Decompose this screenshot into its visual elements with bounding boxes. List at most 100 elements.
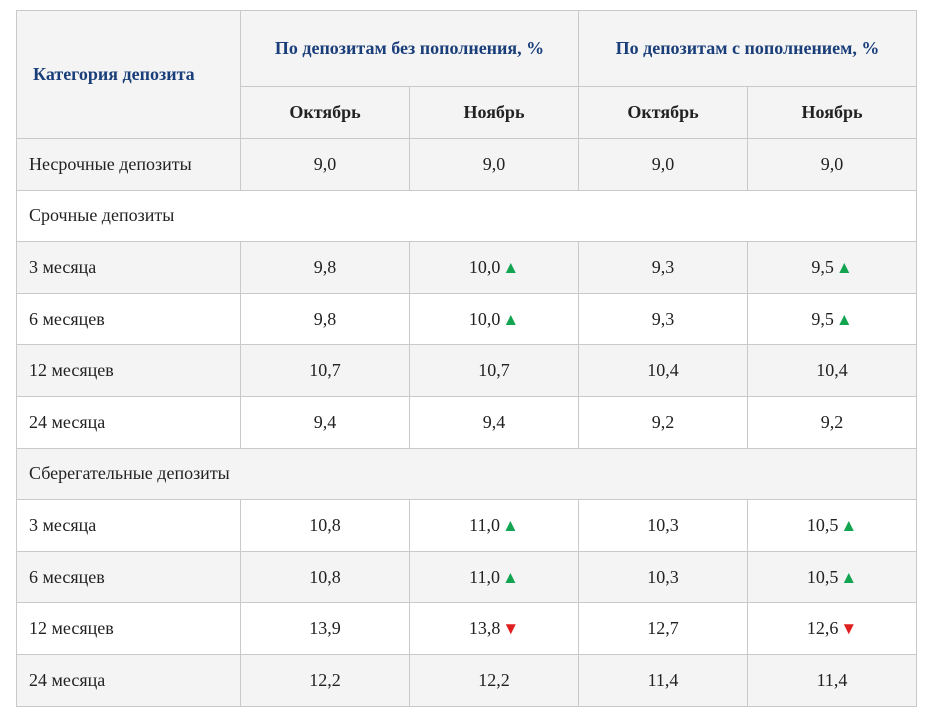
rate-value: 12,7 <box>647 618 679 639</box>
table-row: 6 месяцев 10,8 11,0 ▲ 10,3 10,5 ▲ <box>16 550 918 604</box>
rate-cell: 10,3 <box>578 499 749 552</box>
rate-cell: 12,2 <box>408 653 580 707</box>
triangle-up-icon: ▲ <box>502 515 519 535</box>
rate-value: 9,2 <box>820 411 844 432</box>
section-label: Срочные депозиты <box>15 189 918 243</box>
rate-value: 12,2 <box>309 669 341 690</box>
table-row: 3 месяца 9,8 10,0 ▲ 9,3 9,5 ▲ <box>16 241 918 294</box>
table-row: 12 месяцев 13,9 13,8 ▼ 12,7 12,6 ▼ <box>16 602 918 655</box>
rate-cell: 9,0 <box>578 138 749 191</box>
rate-value: 12,2 <box>478 669 510 690</box>
rate-cell: 9,5 ▲ <box>747 241 918 294</box>
triangle-down-icon: ▼ <box>502 619 520 639</box>
rate-value: 9,0 <box>313 153 337 174</box>
triangle-up-icon: ▲ <box>502 257 520 277</box>
rate-value: 9,0 <box>651 153 675 174</box>
rate-value: 10,5 <box>806 566 839 587</box>
rate-value: 10,0 <box>468 256 501 277</box>
triangle-down-icon: ▼ <box>840 619 858 639</box>
rate-cell: 10,5 ▲ <box>747 499 918 552</box>
rate-value: 10,7 <box>309 360 341 381</box>
section-label: Сберегательные депозиты <box>15 447 918 501</box>
rate-cell: 12,7 <box>578 602 749 655</box>
rate-cell: 9,3 <box>578 292 749 346</box>
rate-value: 10,8 <box>309 566 341 587</box>
rate-cell: 9,5 ▲ <box>747 292 918 346</box>
rate-value: 9,2 <box>651 411 675 432</box>
row-label: 12 месяцев <box>16 602 241 655</box>
table-row: 24 месяца 9,4 9,4 9,2 9,2 <box>16 395 918 449</box>
topup-november-header: Ноябрь <box>747 86 918 139</box>
row-label: 3 месяца <box>16 499 241 552</box>
rate-value: 11,0 <box>469 566 501 587</box>
rate-cell: 13,9 <box>240 602 410 655</box>
rate-value: 11,4 <box>816 669 848 690</box>
rate-cell: 10,4 <box>578 344 749 397</box>
rate-cell: 13,8 ▼ <box>408 602 580 655</box>
rate-value: 9,5 <box>811 308 834 329</box>
rate-cell: 9,4 <box>240 395 410 449</box>
rate-cell: 9,2 <box>578 395 749 449</box>
table-row: 3 месяца 10,8 11,0 ▲ 10,3 10,5 ▲ <box>16 499 918 552</box>
rate-cell: 9,0 <box>240 138 410 191</box>
no-topup-october-header: Октябрь <box>240 86 410 139</box>
triangle-up-icon: ▲ <box>835 309 853 329</box>
rate-cell: 10,5 ▲ <box>747 550 918 604</box>
rate-value: 10,4 <box>647 360 679 381</box>
rate-value: 9,3 <box>651 308 675 329</box>
no-topup-november-header: Ноябрь <box>408 86 580 139</box>
table-row: Несрочные депозиты 9,0 9,0 9,0 9,0 <box>16 138 918 191</box>
rate-cell: 9,0 <box>747 138 918 191</box>
rate-value: 12,6 <box>806 618 839 639</box>
row-label: 6 месяцев <box>16 550 241 604</box>
rate-value: 10,0 <box>468 308 501 329</box>
rate-value: 10,5 <box>806 514 839 535</box>
section-row: Срочные депозиты <box>15 189 918 243</box>
rate-cell: 12,2 <box>240 653 410 707</box>
rate-cell: 10,8 <box>240 550 410 604</box>
rate-value: 10,8 <box>309 514 341 535</box>
rate-value: 10,7 <box>478 360 510 381</box>
table-row: 6 месяцев 9,8 10,0 ▲ 9,3 9,5 ▲ <box>16 292 918 346</box>
rate-cell: 10,0 ▲ <box>408 241 580 294</box>
rate-cell: 11,4 <box>747 653 918 707</box>
triangle-up-icon: ▲ <box>835 257 853 277</box>
rate-value: 9,5 <box>811 256 834 277</box>
row-label: Несрочные депозиты <box>16 138 241 191</box>
deposit-rates-table: Категория депозита По депозитам без попо… <box>15 10 918 707</box>
row-label: 12 месяцев <box>16 344 241 397</box>
triangle-up-icon: ▲ <box>502 567 519 587</box>
rate-value: 9,8 <box>313 256 337 277</box>
rate-cell: 11,0 ▲ <box>408 499 580 552</box>
rate-cell: 10,7 <box>240 344 410 397</box>
row-label: 6 месяцев <box>16 292 241 346</box>
rate-cell: 9,0 <box>408 138 580 191</box>
topup-group-header: По депозитам с пополнением, % <box>578 10 918 87</box>
rate-cell: 10,3 <box>578 550 749 604</box>
topup-october-header: Октябрь <box>578 86 749 139</box>
row-label: 24 месяца <box>16 653 241 707</box>
rate-cell: 11,0 ▲ <box>408 550 580 604</box>
triangle-up-icon: ▲ <box>502 309 520 329</box>
rate-cell: 9,3 <box>578 241 749 294</box>
rate-cell: 11,4 <box>578 653 749 707</box>
rate-value: 9,0 <box>820 153 844 174</box>
rate-value: 9,8 <box>313 308 337 329</box>
rate-cell: 10,4 <box>747 344 918 397</box>
rate-cell: 10,8 <box>240 499 410 552</box>
rate-value: 10,3 <box>647 566 679 587</box>
rate-value: 9,4 <box>313 411 337 432</box>
rate-cell: 9,4 <box>408 395 580 449</box>
rate-cell: 9,2 <box>747 395 918 449</box>
rate-cell: 10,0 ▲ <box>408 292 580 346</box>
table-body: Несрочные депозиты 9,0 9,0 9,0 9,0 Срочные де… <box>15 138 918 707</box>
section-row: Сберегательные депозиты <box>15 447 918 501</box>
rate-value: 13,8 <box>468 618 501 639</box>
row-label: 3 месяца <box>16 241 241 294</box>
table-row: 12 месяцев 10,7 10,7 10,4 10,4 <box>16 344 918 397</box>
rate-value: 10,3 <box>647 514 679 535</box>
row-label: 24 месяца <box>16 395 241 449</box>
category-header: Категория депозита <box>16 10 241 139</box>
no-topup-group-header: По депозитам без пополнения, % <box>239 10 580 87</box>
triangle-up-icon: ▲ <box>840 567 858 587</box>
